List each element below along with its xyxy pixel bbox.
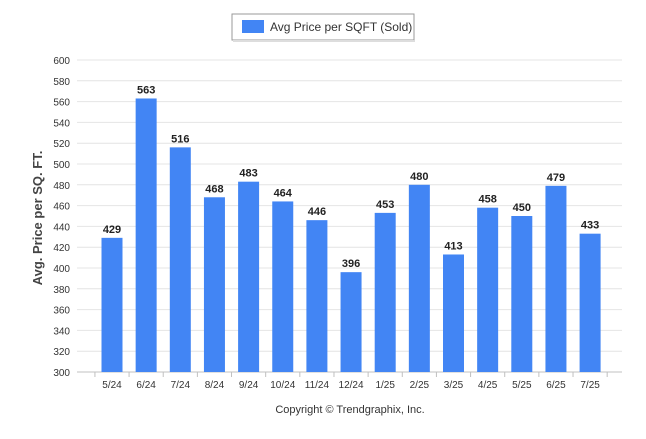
y-tick-label: 480 — [53, 181, 70, 192]
bar-4-25 — [477, 207, 499, 372]
bar-9-24 — [238, 181, 260, 372]
x-tick-label: 10/24 — [270, 380, 295, 391]
data-label: 480 — [410, 171, 428, 183]
x-tick-label: 11/24 — [305, 380, 330, 391]
data-label: 450 — [513, 202, 531, 214]
bar-3-25 — [443, 254, 464, 372]
copyright-text: Copyright © Trendgraphix, Inc. — [275, 404, 424, 416]
legend: Avg Price per SQFT (Sold) — [231, 13, 415, 42]
x-tick-label: 6/24 — [136, 380, 156, 391]
bar-7-24 — [169, 147, 191, 372]
y-tick-label: 340 — [53, 326, 70, 337]
y-axis-ticks: 300 320 340 360 380 400 420 440 460 480 500 520 540 5… — [53, 56, 70, 379]
bar-12-24 — [340, 272, 362, 372]
data-label: 446 — [308, 206, 326, 218]
y-tick-label: 420 — [53, 243, 70, 254]
data-label: 563 — [137, 84, 155, 96]
x-tick-label: 4/25 — [478, 380, 498, 391]
data-label: 429 — [103, 224, 121, 236]
y-tick-label: 520 — [53, 139, 70, 150]
y-tick-label: 580 — [53, 77, 70, 88]
x-tick-label: 12/24 — [339, 380, 364, 391]
y-tick-label: 400 — [53, 264, 70, 275]
y-axis-title: Avg. Price per SQ. FT. — [30, 151, 45, 286]
data-label: 433 — [581, 220, 599, 232]
x-tick-label: 8/24 — [205, 380, 225, 391]
y-tick-label: 440 — [53, 222, 70, 233]
y-tick-label: 460 — [53, 202, 70, 213]
x-tick-label: 3/25 — [444, 380, 464, 391]
data-label: 483 — [239, 168, 257, 180]
data-label: 413 — [444, 240, 462, 252]
x-tick-label: 5/25 — [512, 380, 532, 391]
legend-label: Avg Price per SQFT (Sold) — [270, 20, 412, 34]
data-labels: 429 563 516 468 483 464 446 396 453 480 413 458 450 4… — [103, 84, 599, 270]
y-tick-label: 560 — [53, 98, 70, 109]
x-tick-label: 5/24 — [102, 380, 122, 391]
bar-11-24 — [306, 220, 328, 372]
x-tick-label: 9/24 — [239, 380, 259, 391]
bar-1-25 — [374, 212, 396, 372]
y-tick-label: 320 — [53, 347, 70, 358]
bar-7-25 — [579, 233, 601, 372]
y-tick-label: 380 — [53, 285, 70, 296]
data-label: 453 — [376, 199, 394, 211]
bar-2-25 — [408, 184, 430, 372]
y-tick-label: 540 — [53, 118, 70, 129]
legend-box-shadow — [233, 40, 415, 42]
data-label: 479 — [547, 172, 565, 184]
x-tick-label: 7/25 — [580, 380, 600, 391]
x-axis-ticks: 5/24 6/24 7/24 8/24 9/24 10/24 11/24 12/24 1/25 2… — [94, 372, 608, 391]
bar-8-24 — [203, 197, 225, 372]
bar-6-25 — [545, 185, 567, 372]
x-tick-label: 1/25 — [375, 380, 395, 391]
bar-5-25 — [511, 216, 533, 372]
y-tick-label: 600 — [53, 56, 70, 67]
y-tick-label: 500 — [53, 160, 70, 171]
data-label: 396 — [342, 258, 360, 270]
data-label: 458 — [478, 194, 496, 206]
data-label: 464 — [274, 187, 293, 199]
x-tick-label: 7/24 — [171, 380, 191, 391]
x-tick-label: 2/25 — [410, 380, 430, 391]
bars — [101, 98, 601, 372]
y-tick-label: 360 — [53, 306, 70, 317]
data-label: 516 — [171, 133, 189, 145]
bar-6-24 — [135, 98, 157, 372]
y-tick-label: 300 — [53, 368, 70, 379]
bar-5-24 — [101, 237, 123, 372]
bar-10-24 — [272, 201, 294, 372]
data-label: 468 — [205, 183, 223, 195]
legend-swatch — [242, 20, 264, 33]
x-tick-label: 6/25 — [546, 380, 566, 391]
